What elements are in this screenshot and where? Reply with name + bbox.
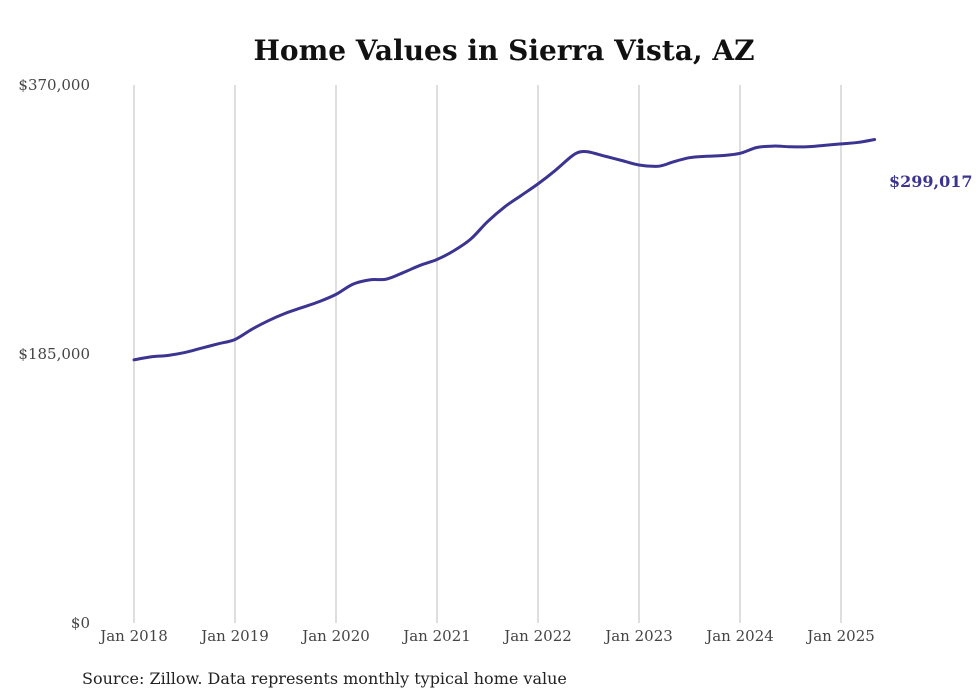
x-tick-label: Jan 2018 (98, 627, 168, 645)
gridlines (133, 85, 842, 623)
home-value-line (132, 138, 877, 362)
end-value-label: $299,017 (889, 172, 973, 191)
y-tick-label: $185,000 (18, 345, 90, 363)
x-tick-label: Jan 2023 (603, 627, 673, 645)
y-tick-label: $0 (71, 614, 90, 632)
x-tick-label: Jan 2019 (199, 627, 269, 645)
source-note: Source: Zillow. Data represents monthly … (82, 669, 567, 688)
x-tick-label: Jan 2021 (401, 627, 471, 645)
chart-title: Home Values in Sierra Vista, AZ (253, 34, 754, 67)
y-axis-ticks: $0 $185,000 $370,000 (18, 76, 90, 632)
x-axis-ticks: Jan 2018 Jan 2019 Jan 2020 Jan 2021 Jan 2022… (98, 627, 875, 645)
x-tick-label: Jan 2022 (502, 627, 572, 645)
x-tick-label: Jan 2024 (704, 627, 774, 645)
x-tick-label: Jan 2020 (300, 627, 370, 645)
y-tick-label: $370,000 (18, 76, 90, 94)
x-tick-label: Jan 2025 (805, 627, 875, 645)
